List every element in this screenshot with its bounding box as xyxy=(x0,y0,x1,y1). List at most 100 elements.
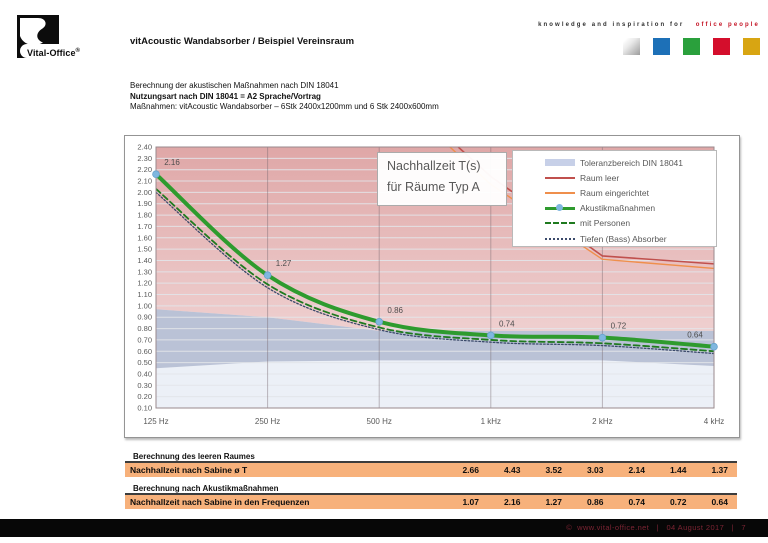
y-axis-tick-label: 1.00 xyxy=(137,301,152,310)
y-axis-tick-label: 1.10 xyxy=(137,290,152,299)
table-value-cell: 3.52 xyxy=(545,465,562,475)
y-axis-tick-label: 1.60 xyxy=(137,233,152,242)
table-value-cell: 2.14 xyxy=(628,465,645,475)
x-axis-tick-label: 1 kHz xyxy=(481,417,501,426)
series-line-3 xyxy=(156,188,714,353)
footer-text: © www.vital-office.net | 04 August 2017 … xyxy=(566,523,746,532)
logo-wordmark: Vital-Office® xyxy=(20,44,97,58)
table-row-empty-room: Nachhallzeit nach Sabine ø T 2.66 4.43 3.52… xyxy=(125,461,737,477)
data-point-marker xyxy=(710,342,718,351)
brand-square-silver xyxy=(623,38,640,55)
x-axis-tick-label: 125 Hz xyxy=(143,417,168,426)
legend-label: mit Personen xyxy=(580,218,631,229)
legend-swatch-line xyxy=(545,176,575,179)
y-axis-tick-label: 0.70 xyxy=(137,335,152,344)
intro-line-2: Nutzungsart nach DIN 18041 = A2 Sprache/… xyxy=(130,91,321,101)
y-axis-tick-label: 1.80 xyxy=(137,211,152,220)
y-axis-tick-label: 2.10 xyxy=(137,177,152,186)
chart-legend: Toleranzbereich DIN 18041 Raum leer Raum e… xyxy=(512,150,717,247)
data-point-marker xyxy=(486,331,495,340)
legend-label: Raum eingerichtet xyxy=(580,187,649,198)
tolerance-band xyxy=(156,309,714,369)
data-point-marker xyxy=(263,271,272,280)
legend-item-2: Raum eingerichtet xyxy=(545,185,716,200)
legend-swatch-band xyxy=(545,159,575,167)
intro-line-3: Maßnahmen: vitAcoustic Wandabsorber – 6S… xyxy=(130,102,439,111)
y-axis-tick-label: 0.20 xyxy=(137,392,152,401)
tagline-red: office people xyxy=(695,22,760,28)
y-axis-tick-label: 0.30 xyxy=(137,381,152,390)
data-point-label: 2.16 xyxy=(164,158,180,167)
legend-swatch-line xyxy=(545,191,575,194)
data-point-label: 0.74 xyxy=(499,319,515,328)
brand-square-blue xyxy=(653,38,670,55)
table-value-cell: 2.16 xyxy=(503,497,521,507)
data-point-label: 0.64 xyxy=(687,331,703,340)
y-axis-tick-label: 1.30 xyxy=(137,267,152,276)
legend-item-3: Akustikmaßnahmen xyxy=(545,201,716,216)
brand-square-gold xyxy=(743,38,760,55)
brand-color-squares xyxy=(610,38,760,56)
table-value-cell: 2.66 xyxy=(462,465,479,475)
brand-square-green xyxy=(683,38,700,55)
legend-label: Raum leer xyxy=(580,172,620,183)
chart-title-line-2: für Räume Typ A xyxy=(387,179,480,194)
y-axis-tick-label: 2.30 xyxy=(137,154,152,163)
y-axis-tick-label: 1.50 xyxy=(137,245,152,254)
intro-paragraph: Berechnung der akustischen Maßnahmen nac… xyxy=(130,81,439,113)
y-axis-tick-label: 1.20 xyxy=(137,279,152,288)
y-axis-tick-label: 0.60 xyxy=(137,347,152,356)
y-axis-tick-label: 1.70 xyxy=(137,222,152,231)
y-axis-tick-label: 0.40 xyxy=(137,369,152,378)
vital-office-logo: Vital-Office® xyxy=(17,15,107,61)
legend-item-0: Toleranzbereich DIN 18041 xyxy=(545,155,716,170)
tagline-black: knowledge and inspiration for xyxy=(538,22,685,28)
data-point-label: 0.72 xyxy=(611,322,627,331)
series-line-4 xyxy=(156,191,714,355)
legend-label: Akustikmaßnahmen xyxy=(580,203,656,214)
table-value-cell: 1.07 xyxy=(462,497,479,507)
series-line-1 xyxy=(448,147,714,270)
table-row-label: Nachhallzeit nach Sabine ø T xyxy=(130,465,248,475)
table-value-cell: 0.72 xyxy=(669,497,687,507)
x-axis-tick-label: 2 kHz xyxy=(592,417,612,426)
data-point-label: 0.86 xyxy=(387,306,403,315)
legend-swatch-thickline xyxy=(545,204,575,212)
x-axis-tick-label: 250 Hz xyxy=(255,417,280,426)
data-point-label: 1.27 xyxy=(276,259,292,268)
table-value-cell: 0.64 xyxy=(711,497,728,507)
y-axis-tick-label: 0.80 xyxy=(137,324,152,333)
chart-title-box: Nachhallzeit T(s) für Räume Typ A xyxy=(377,152,507,206)
legend-swatch-dotted xyxy=(545,237,575,240)
brand-tagline: knowledge and inspiration for office peo… xyxy=(538,22,760,28)
table-row-measures: Nachhallzeit nach Sabine in den Frequenz… xyxy=(125,493,737,509)
table-value-cell: 1.37 xyxy=(711,465,728,475)
table-value-cell: 3.03 xyxy=(586,465,604,475)
y-axis-tick-label: 2.40 xyxy=(137,143,152,152)
table-value-cell: 4.43 xyxy=(503,465,521,475)
table-section-measures: Berechnung nach Akustikmaßnahmen xyxy=(133,484,279,493)
series-lines xyxy=(156,147,714,355)
y-axis-tick-label: 0.90 xyxy=(137,313,152,322)
series-line-0 xyxy=(457,147,714,265)
y-axis-tick-label: 1.90 xyxy=(137,199,152,208)
y-axis-tick-label: 1.40 xyxy=(137,256,152,265)
y-axis-tick-label: 0.50 xyxy=(137,358,152,367)
reverberation-chart-frame: 2.16 1.27 0.86 0.74 0.72 0.64 2.40 2.30 2.20 2.10… xyxy=(124,135,740,438)
x-axis-tick-label: 500 Hz xyxy=(367,417,392,426)
legend-item-5: Tiefen (Bass) Absorber xyxy=(545,231,716,246)
brand-square-red xyxy=(713,38,730,55)
data-point-marker xyxy=(598,333,607,342)
y-axis-tick-label: 2.20 xyxy=(137,165,152,174)
table-value-cell: 0.86 xyxy=(586,497,604,507)
legend-item-4: mit Personen xyxy=(545,216,716,231)
footer-bar: © www.vital-office.net | 04 August 2017 … xyxy=(0,519,768,537)
table-value-cell: 0.74 xyxy=(628,497,645,507)
x-axis-tick-label: 4 kHz xyxy=(704,417,724,426)
legend-marker-dot xyxy=(556,204,563,212)
legend-label: Tiefen (Bass) Absorber xyxy=(580,233,667,244)
data-point-marker xyxy=(375,317,384,326)
chart-title-line-1: Nachhallzeit T(s) xyxy=(387,159,481,173)
table-row-label: Nachhallzeit nach Sabine in den Frequenz… xyxy=(130,497,310,507)
document-title: vitAcoustic Wandabsorber / Beispiel Vere… xyxy=(130,36,355,47)
